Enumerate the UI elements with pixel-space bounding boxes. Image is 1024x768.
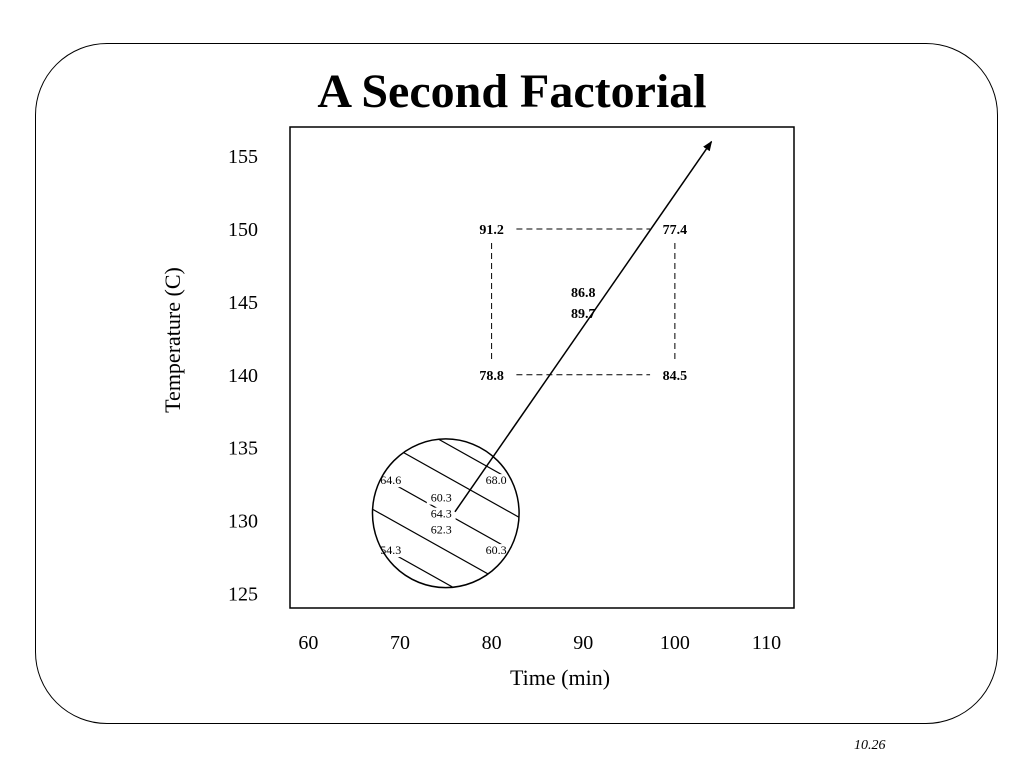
first-design-circle (371, 438, 520, 589)
second-factorial-design: 91.2 77.4 78.8 84.5 86.8 89.7 (479, 223, 687, 384)
x-tick-labels: 60 70 80 90 100 110 (298, 632, 781, 654)
contour-label-bg (376, 474, 406, 488)
slide-frame (35, 43, 998, 724)
x-tick-label: 100 (660, 632, 690, 654)
factorial-point-label: 91.2 (479, 223, 504, 238)
contour-value-label: 54.3 (380, 543, 401, 557)
y-tick-label: 130 (228, 511, 258, 533)
contour-label-bg (481, 474, 511, 488)
y-tick-label: 135 (228, 438, 258, 460)
x-tick-label: 110 (752, 632, 781, 654)
first-design-contours: 64.6 68.0 60.3 64.3 62.3 54.3 60.3 (371, 438, 520, 589)
contour-label-bg (426, 507, 456, 521)
y-tick-label: 150 (228, 219, 258, 241)
y-tick-labels: 125 130 135 140 145 150 155 (228, 146, 258, 605)
y-tick-label: 145 (228, 292, 258, 314)
y-tick-label: 140 (228, 365, 258, 387)
y-tick-label: 155 (228, 146, 258, 168)
center-point-label: 89.7 (571, 307, 596, 322)
contour-line (372, 438, 520, 544)
steepest-ascent-arrow (454, 140, 713, 513)
contour-label-bg (426, 523, 456, 537)
contour-value-label: 64.3 (431, 507, 452, 521)
contour-label-bg (426, 491, 456, 505)
contour-line (372, 515, 520, 588)
factorial-point-label: 78.8 (479, 369, 504, 384)
x-tick-label: 70 (390, 632, 410, 654)
plot-area (289, 126, 795, 609)
slide-title: A Second Factorial (317, 65, 707, 118)
contour-value-label: 60.3 (431, 491, 452, 505)
contour-value-label: 60.3 (486, 543, 507, 557)
contour-value-label: 62.3 (431, 523, 452, 537)
factorial-point-label: 77.4 (663, 223, 688, 238)
x-tick-label: 90 (573, 632, 593, 654)
contour-label-bg (481, 544, 511, 558)
y-tick-label: 125 (228, 583, 258, 605)
y-axis-title: Temperature (C) (160, 267, 185, 413)
x-axis-title: Time (min) (510, 665, 610, 690)
contour-value-label: 68.0 (486, 473, 507, 487)
x-tick-label: 60 (298, 632, 318, 654)
x-tick-label: 80 (482, 632, 502, 654)
slide-number: 10.26 (854, 738, 886, 753)
contour-line (372, 482, 520, 588)
factorial-point-label: 84.5 (663, 369, 688, 384)
contour-line (372, 438, 520, 511)
contour-value-label: 64.6 (380, 473, 401, 487)
center-point-label: 86.8 (571, 286, 596, 301)
